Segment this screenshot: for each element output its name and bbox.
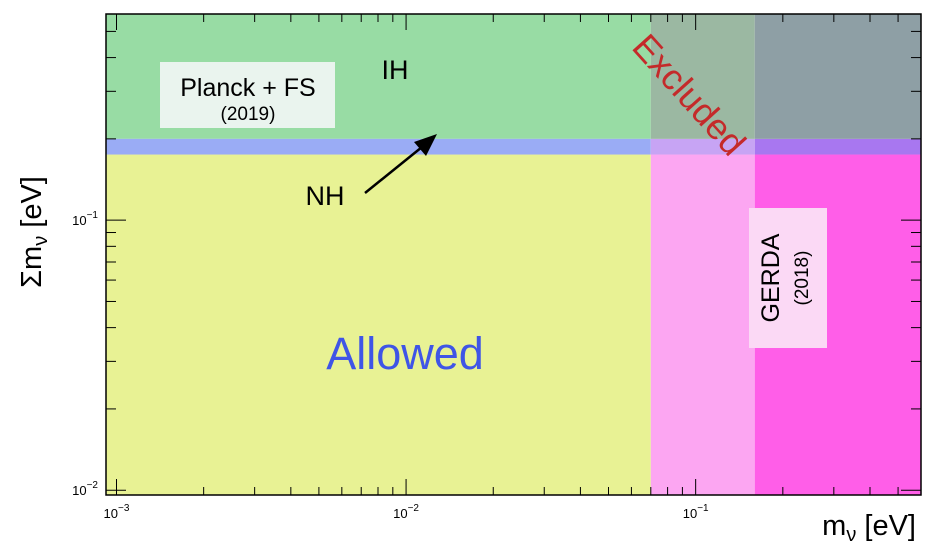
x-axis-title-sub: ν	[846, 524, 856, 545]
y-axis-title-unit: [eV]	[16, 176, 48, 236]
y-axis-title-main: Σm	[16, 246, 48, 288]
x-tick-label: 10−1	[683, 503, 709, 521]
x-tick-label-exp: −1	[697, 503, 709, 514]
nh-arrow-head	[414, 134, 437, 156]
x-tick-label-base: 10	[683, 506, 697, 521]
region-layer	[106, 14, 921, 496]
y-tick-label-base: 10	[72, 483, 86, 498]
x-axis-title: mν [eV]	[822, 510, 916, 545]
plot-frame	[105, 13, 922, 496]
planck-label-box	[160, 62, 335, 128]
planck-label-line2: (2019)	[221, 104, 276, 125]
x-tick-label-exp: −3	[118, 503, 130, 514]
ih-label: IH	[382, 55, 409, 85]
y-axis-title-sub: ν	[30, 236, 52, 246]
gerda-label-line1: GERDA	[757, 233, 785, 322]
y-tick-label: 10−2	[72, 480, 98, 498]
region-gerda-nh-overlap	[650, 138, 755, 155]
region-planck-gerda-overlap	[650, 14, 755, 139]
y-tick-label-exp: −1	[87, 210, 99, 221]
planck-label-line1: Planck + FS	[180, 74, 315, 102]
y-tick-label-exp: −2	[87, 480, 99, 491]
region-nh-band	[106, 138, 651, 155]
region-full-ih-overlap	[754, 14, 921, 139]
x-tick-label-exp: −2	[408, 503, 420, 514]
x-tick-label-base: 10	[104, 506, 118, 521]
y-tick-label: 10−1	[72, 210, 98, 228]
x-axis-title-main: m	[822, 510, 846, 542]
gerda-label-line2: (2018)	[792, 251, 813, 306]
x-tick-label: 10−2	[393, 503, 419, 521]
y-ticks: 10−210−1	[72, 30, 921, 498]
region-allowed	[106, 154, 651, 496]
x-ticks: 10−3 10−2 10−1	[104, 14, 899, 521]
region-gerda-excluded	[650, 154, 755, 496]
x-tick-label: 10−3	[104, 503, 130, 521]
nh-label: NH	[306, 181, 345, 211]
gerda-label-box	[749, 208, 827, 348]
x-tick-label-base: 10	[393, 506, 407, 521]
region-full-nh-overlap	[754, 138, 921, 155]
allowed-label: Allowed	[326, 328, 484, 379]
y-tick-label-base: 10	[72, 213, 86, 228]
nh-arrow	[364, 146, 423, 194]
x-axis-title-unit: [eV]	[856, 510, 916, 542]
y-axis-title: Σmν [eV]	[16, 176, 52, 288]
